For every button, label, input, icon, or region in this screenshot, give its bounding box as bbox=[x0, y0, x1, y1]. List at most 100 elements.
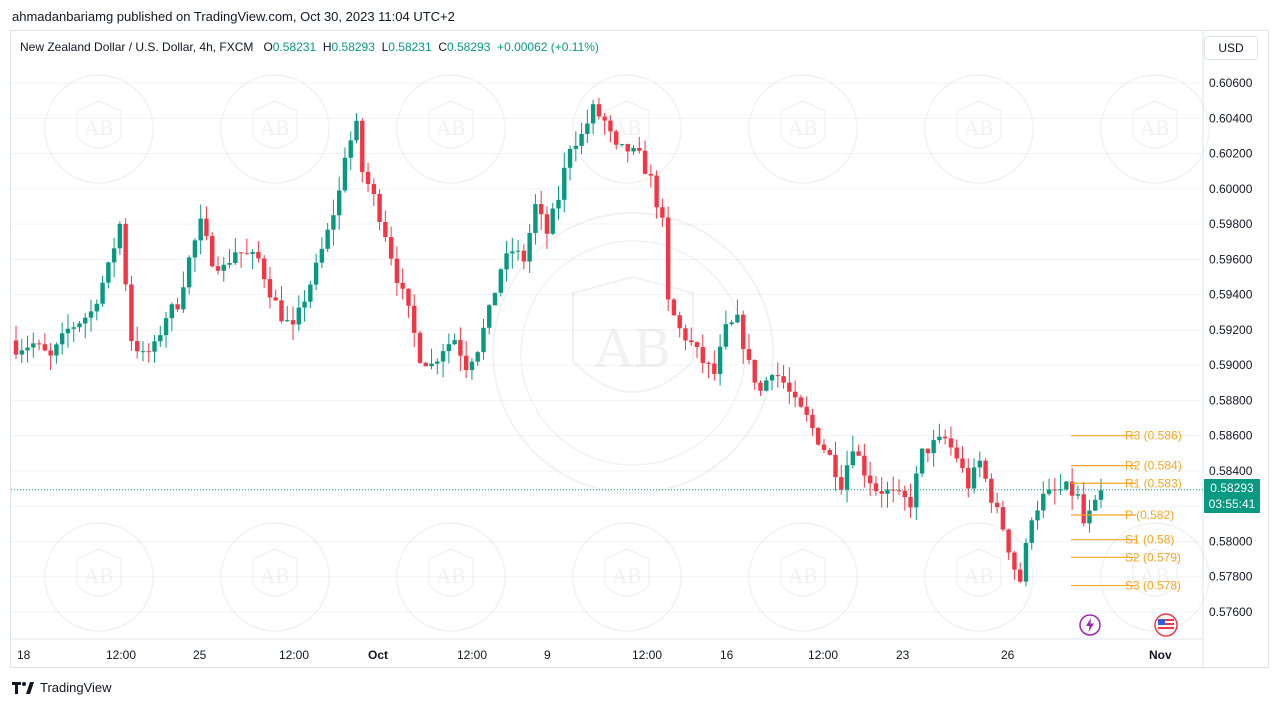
pivot-label: R3 (0.586) bbox=[1125, 429, 1182, 443]
candle-body bbox=[134, 341, 140, 352]
chart-panel[interactable]: AB AB AB AB AB AB AB AB AB AB AB AB AB AB AB R3 (0.586… bbox=[10, 30, 1269, 668]
candle-body bbox=[221, 264, 226, 271]
candle-body bbox=[77, 323, 82, 328]
pivot-label: R1 (0.583) bbox=[1125, 476, 1182, 490]
y-tick-label: 0.59600 bbox=[1209, 252, 1253, 266]
y-tick-label: 0.58800 bbox=[1209, 393, 1253, 407]
candle-body bbox=[735, 314, 740, 323]
watermark-monogram: AB bbox=[611, 564, 641, 588]
candle-body bbox=[544, 214, 550, 234]
candle-body bbox=[937, 436, 942, 441]
watermark-monogram: AB bbox=[963, 116, 993, 140]
candle-body bbox=[296, 307, 301, 325]
watermark-monogram: AB bbox=[435, 564, 465, 588]
x-tick-label: 18 bbox=[17, 648, 31, 662]
candle-body bbox=[1029, 520, 1034, 543]
candle-body bbox=[267, 279, 273, 298]
candle-body bbox=[1064, 481, 1069, 490]
candle-body bbox=[896, 490, 902, 492]
x-tick-label: 26 bbox=[1001, 648, 1015, 662]
pivot-lines: R3 (0.586) R2 (0.584) R1 (0.583) P (0.582) S… bbox=[1071, 429, 1182, 593]
watermark-large-badge: AB bbox=[492, 212, 774, 494]
lightning-icon[interactable] bbox=[1078, 613, 1102, 637]
tradingview-branding[interactable]: TradingView bbox=[12, 680, 112, 695]
watermark-ring bbox=[572, 74, 682, 184]
candle-body bbox=[1069, 481, 1075, 496]
candle-body bbox=[833, 454, 838, 478]
candle-body bbox=[942, 436, 948, 439]
y-tick-label: 0.59400 bbox=[1209, 288, 1253, 302]
candle-body bbox=[163, 318, 169, 336]
candle-body bbox=[377, 193, 382, 222]
close-value: 0.58293 bbox=[447, 40, 491, 54]
watermark-monogram: AB bbox=[787, 564, 817, 588]
candle-body bbox=[983, 460, 988, 479]
candle-body bbox=[683, 328, 688, 341]
watermark-ring bbox=[924, 522, 1034, 632]
x-tick-label: Oct bbox=[368, 648, 388, 662]
candle-body bbox=[521, 250, 527, 262]
candle-body bbox=[867, 475, 873, 484]
candle-body bbox=[88, 311, 94, 318]
candle-body bbox=[764, 380, 769, 391]
candle-body bbox=[256, 251, 261, 259]
y-tick-label: 0.60400 bbox=[1209, 111, 1253, 125]
candle-body bbox=[925, 448, 931, 454]
watermark-shield-icon bbox=[780, 100, 826, 149]
candle-body bbox=[371, 184, 377, 194]
candle-body bbox=[487, 305, 492, 328]
watermark-badge: AB bbox=[748, 522, 858, 632]
candle-body bbox=[215, 266, 221, 271]
candle-body bbox=[515, 250, 521, 252]
candle-body bbox=[250, 251, 255, 254]
candle-body bbox=[1046, 489, 1052, 494]
bar-countdown: 03:55:41 bbox=[1208, 496, 1256, 511]
change-value: +0.00062 (+0.11%) bbox=[497, 40, 599, 54]
tradingview-logo-icon bbox=[12, 681, 34, 694]
candle-body bbox=[498, 269, 503, 293]
close-label: C bbox=[438, 40, 447, 54]
candle-body bbox=[129, 284, 134, 342]
currency-button[interactable]: USD bbox=[1204, 36, 1258, 60]
candle-body bbox=[233, 252, 238, 264]
watermark-shield-icon bbox=[76, 548, 122, 597]
x-tick-label: 16 bbox=[720, 648, 734, 662]
candle-body bbox=[504, 253, 509, 270]
candle-body bbox=[325, 229, 330, 249]
candle-body bbox=[971, 467, 977, 489]
last-price-tag: 0.58293 03:55:41 bbox=[1204, 478, 1260, 513]
candle-body bbox=[123, 223, 128, 285]
watermark-shield-icon bbox=[252, 548, 298, 597]
candle-body bbox=[573, 145, 579, 149]
candle-body bbox=[694, 342, 700, 348]
watermark-badge: AB bbox=[1100, 522, 1210, 632]
pivot-label: S1 (0.58) bbox=[1125, 533, 1174, 547]
x-tick-label: 12:00 bbox=[632, 648, 662, 662]
candle-body bbox=[873, 483, 879, 492]
candle-body bbox=[781, 376, 786, 383]
candle-body bbox=[1012, 552, 1017, 570]
pivot-label: S2 (0.579) bbox=[1125, 550, 1181, 564]
candle-body bbox=[429, 363, 434, 367]
chart-legend: New Zealand Dollar / U.S. Dollar, 4h, FX… bbox=[20, 40, 599, 54]
candle-body bbox=[792, 391, 798, 398]
candle-body bbox=[186, 257, 192, 288]
candle-body bbox=[238, 252, 244, 254]
candle-body bbox=[152, 341, 157, 352]
candle-body bbox=[1081, 494, 1086, 524]
us-flag-event-icon[interactable] bbox=[1152, 612, 1180, 638]
candle-body bbox=[510, 251, 515, 254]
y-tick-label: 0.57800 bbox=[1209, 570, 1253, 584]
watermark-ring bbox=[924, 74, 1034, 184]
candle-body bbox=[360, 120, 365, 172]
x-tick-label: Nov bbox=[1149, 648, 1172, 662]
y-tick-label: 0.59200 bbox=[1209, 323, 1253, 337]
candle-body bbox=[452, 340, 457, 345]
candle-body bbox=[1000, 507, 1006, 530]
candle-body bbox=[158, 335, 163, 342]
watermark-shield-icon bbox=[604, 548, 650, 597]
candle-body bbox=[181, 287, 186, 310]
watermark-monogram: AB bbox=[787, 116, 817, 140]
watermark-badge: AB bbox=[924, 74, 1034, 184]
